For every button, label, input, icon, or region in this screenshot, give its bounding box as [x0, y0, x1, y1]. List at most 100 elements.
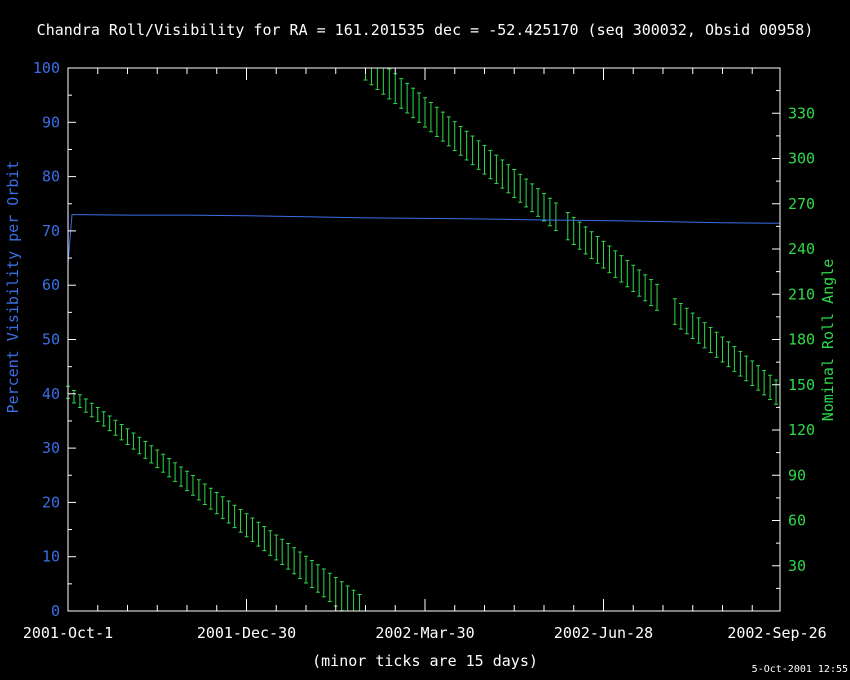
roll-error-bar — [518, 173, 523, 203]
roll-error-bar — [530, 183, 535, 213]
roll-error-bar — [434, 106, 439, 137]
roll-error-bar — [637, 269, 642, 297]
right-tick-label: 60 — [788, 512, 806, 530]
roll-error-bar — [417, 92, 422, 123]
left-tick-label: 30 — [42, 439, 60, 457]
right-tick-label: 90 — [788, 466, 806, 484]
roll-error-bar — [399, 78, 404, 109]
left-tick-label: 0 — [51, 602, 60, 620]
roll-error-bar — [149, 445, 154, 464]
roll-error-bar — [208, 487, 213, 510]
right-tick-label: 210 — [788, 285, 815, 303]
roll-error-bar — [524, 178, 529, 208]
roll-error-bar — [101, 411, 106, 427]
roll-error-bar — [458, 125, 463, 156]
roll-error-bar — [536, 188, 541, 217]
x-axis-ticks: 2001-Oct-1 2001-Dec-30 2002-Mar-30 2002-Jun… — [23, 68, 827, 642]
right-tick-label: 330 — [788, 104, 815, 122]
roll-error-bar — [541, 192, 546, 222]
roll-error-bar — [179, 466, 184, 487]
roll-error-bar — [89, 402, 94, 418]
roll-error-bar — [649, 279, 654, 307]
roll-angle-series — [66, 68, 779, 612]
roll-error-bar — [95, 407, 100, 422]
roll-error-bar — [583, 226, 588, 255]
roll-error-bar — [625, 259, 630, 288]
right-axis-label: Nominal Roll Angle — [819, 259, 837, 422]
roll-error-bar — [696, 317, 701, 344]
left-axis-ticks: 0 10 20 30 40 50 60 70 80 90 100 — [33, 59, 76, 620]
axes — [67, 67, 781, 612]
right-tick-label: 270 — [788, 195, 815, 213]
roll-error-bar — [500, 159, 505, 189]
roll-error-bar — [83, 398, 88, 413]
left-tick-label: 90 — [42, 113, 60, 131]
roll-error-bar — [452, 121, 457, 152]
roll-error-bar — [464, 130, 469, 161]
left-tick-label: 60 — [42, 276, 60, 294]
roll-error-bar — [226, 500, 231, 524]
plot-frame — [67, 67, 781, 612]
roll-error-bar — [381, 68, 386, 95]
roll-error-bar — [494, 154, 499, 184]
roll-error-bar — [595, 236, 600, 264]
roll-error-bar — [571, 216, 576, 246]
roll-error-bar — [601, 240, 606, 269]
roll-error-bar — [268, 530, 273, 556]
roll-error-bar — [375, 68, 380, 90]
right-tick-label: 180 — [788, 331, 815, 349]
roll-error-bar — [702, 322, 707, 349]
roll-error-bar — [339, 581, 344, 612]
roll-error-bar — [232, 504, 237, 529]
roll-error-bar — [714, 331, 719, 358]
roll-error-bar — [280, 538, 285, 566]
roll-error-bar — [684, 307, 689, 335]
roll-error-bar — [315, 564, 320, 593]
roll-error-bar — [547, 197, 552, 227]
left-tick-label: 80 — [42, 168, 60, 186]
right-tick-label: 150 — [788, 376, 815, 394]
roll-error-bar — [643, 274, 648, 302]
left-tick-label: 70 — [42, 222, 60, 240]
roll-error-bar — [333, 577, 338, 607]
roll-error-bar — [256, 521, 261, 547]
roll-error-bar — [411, 87, 416, 119]
roll-error-bar — [161, 453, 166, 473]
left-axis-label: Percent Visibility per Orbit — [4, 161, 22, 414]
roll-error-bar — [428, 102, 433, 133]
roll-error-bar — [762, 369, 767, 396]
roll-error-bar — [262, 526, 267, 552]
roll-error-bar — [113, 419, 118, 436]
roll-error-bar — [482, 145, 487, 175]
roll-error-bar — [131, 432, 136, 450]
timestamp: 5-Oct-2001 12:55 — [752, 664, 848, 675]
roll-error-bar — [470, 135, 475, 166]
roll-error-bar — [744, 355, 749, 382]
roll-error-bar — [125, 428, 130, 445]
left-tick-label: 40 — [42, 385, 60, 403]
roll-error-bar — [440, 111, 445, 142]
roll-error-bar — [357, 594, 362, 611]
roll-error-bar — [321, 568, 326, 598]
x-tick-label: 2001-Dec-30 — [197, 624, 296, 642]
x-axis-note: (minor ticks are 15 days) — [312, 652, 538, 670]
right-tick-label: 30 — [788, 557, 806, 575]
roll-error-bar — [708, 326, 713, 354]
roll-error-bar — [589, 231, 594, 260]
roll-error-bar — [220, 496, 225, 519]
roll-error-bar — [173, 462, 178, 482]
roll-error-bar — [577, 221, 582, 250]
roll-error-bar — [512, 169, 517, 199]
roll-error-bar — [768, 374, 773, 401]
roll-error-bar — [286, 543, 291, 570]
left-tick-label: 50 — [42, 331, 60, 349]
roll-error-bar — [619, 255, 624, 283]
roll-error-bar — [345, 585, 350, 611]
roll-error-bar — [422, 97, 427, 128]
roll-error-bar — [143, 441, 148, 459]
chart-title: Chandra Roll/Visibility for RA = 161.201… — [37, 21, 814, 39]
roll-error-bar — [690, 312, 695, 339]
roll-error-bar — [298, 551, 303, 579]
right-axis-ticks: 30 60 90 120 150 180 210 240 270 300 330 — [772, 90, 815, 589]
roll-error-bar — [303, 555, 308, 584]
